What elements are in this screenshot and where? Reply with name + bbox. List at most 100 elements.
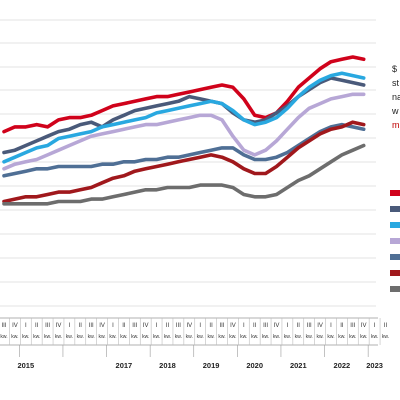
legend-swatch xyxy=(390,286,400,292)
legend-swatch xyxy=(390,238,400,244)
year-label: 2023 xyxy=(366,361,383,370)
year-label: 2015 xyxy=(17,361,34,370)
quarter-numeral: III xyxy=(350,323,355,329)
quarter-numeral: II xyxy=(209,323,213,329)
quarter-suffix: kw. xyxy=(66,334,73,340)
series-line-5 xyxy=(2,122,366,178)
quarter-numeral: I xyxy=(287,323,289,329)
side-note-line: $ xyxy=(392,64,398,74)
quarter-suffix: kw. xyxy=(175,334,182,340)
quarter-suffix: kw. xyxy=(382,334,389,340)
quarter-suffix: kw. xyxy=(349,334,356,340)
quarter-numeral: III xyxy=(45,323,50,329)
quarter-suffix: kw. xyxy=(44,334,51,340)
quarter-numeral: I xyxy=(243,323,245,329)
quarter-numeral: III xyxy=(1,323,6,329)
quarter-suffix: kw. xyxy=(218,334,225,340)
quarter-suffix: kw. xyxy=(98,334,105,340)
quarter-suffix: kw. xyxy=(327,334,334,340)
quarter-suffix: kw. xyxy=(251,334,258,340)
quarter-numeral: II xyxy=(166,323,170,329)
quarter-numeral: IV xyxy=(274,323,280,329)
quarter-numeral: III xyxy=(307,323,312,329)
quarter-numeral: IV xyxy=(186,323,192,329)
quarter-numeral: II xyxy=(122,323,126,329)
quarter-suffix: kw. xyxy=(207,334,214,340)
quarter-numeral: II xyxy=(79,323,83,329)
quarter-suffix: kw. xyxy=(295,334,302,340)
year-label: 2017 xyxy=(116,361,133,370)
quarter-suffix: kw. xyxy=(240,334,247,340)
side-note-line: m xyxy=(392,120,400,130)
quarter-suffix: kw. xyxy=(273,334,280,340)
quarter-numeral: II xyxy=(35,323,39,329)
quarter-suffix: kw. xyxy=(120,334,127,340)
legend-swatch xyxy=(390,254,400,260)
quarter-suffix: kw. xyxy=(197,334,204,340)
quarter-numeral: IV xyxy=(230,323,236,329)
quarter-numeral: III xyxy=(89,323,94,329)
quarter-numeral: I xyxy=(156,323,158,329)
quarter-suffix: kw. xyxy=(142,334,149,340)
quarter-suffix: kw. xyxy=(338,334,345,340)
quarter-suffix: kw. xyxy=(77,334,84,340)
quarter-suffix: kw. xyxy=(316,334,323,340)
quarter-numeral: IV xyxy=(317,323,323,329)
quarter-numeral: III xyxy=(263,323,268,329)
quarter-suffix: kw. xyxy=(88,334,95,340)
side-note-line: st xyxy=(392,78,400,88)
x-axis: IIIkw.IVkw.Ikw.IIkw.IIIkw.IVkw.Ikw.IIkw.… xyxy=(0,317,389,370)
series-line-3 xyxy=(2,71,366,164)
year-label: 2021 xyxy=(290,361,307,370)
quarter-numeral: II xyxy=(253,323,257,329)
legend-swatch xyxy=(390,190,400,196)
legend-swatch xyxy=(390,206,400,212)
series-line-6 xyxy=(2,120,366,204)
year-label: 2019 xyxy=(203,361,220,370)
quarter-numeral: I xyxy=(69,323,71,329)
series-line-7 xyxy=(2,143,366,206)
year-label: 2020 xyxy=(246,361,263,370)
quarter-numeral: II xyxy=(297,323,301,329)
quarter-suffix: kw. xyxy=(262,334,269,340)
quarter-suffix: kw. xyxy=(11,334,18,340)
gridlines xyxy=(0,19,376,307)
year-label: 2022 xyxy=(334,361,351,370)
quarter-numeral: IV xyxy=(361,323,367,329)
quarter-numeral: I xyxy=(25,323,27,329)
side-note-line: w xyxy=(392,106,399,116)
quarter-suffix: kw. xyxy=(360,334,367,340)
quarter-suffix: kw. xyxy=(22,334,29,340)
quarter-numeral: II xyxy=(340,323,344,329)
quarter-numeral: III xyxy=(219,323,224,329)
quarter-suffix: kw. xyxy=(33,334,40,340)
quarter-numeral: III xyxy=(132,323,137,329)
quarter-numeral: I xyxy=(330,323,332,329)
series-lines xyxy=(2,55,366,206)
quarter-suffix: kw. xyxy=(306,334,313,340)
quarter-numeral: I xyxy=(112,323,114,329)
series-line-4 xyxy=(2,92,366,171)
quarter-numeral: IV xyxy=(12,323,18,329)
quarter-numeral: IV xyxy=(56,323,62,329)
quarter-numeral: I xyxy=(374,323,376,329)
quarter-suffix: kw. xyxy=(0,334,7,340)
quarter-suffix: kw. xyxy=(164,334,171,340)
quarter-suffix: kw. xyxy=(186,334,193,340)
legend-swatch xyxy=(390,222,400,228)
quarter-numeral: I xyxy=(199,323,201,329)
quarter-numeral: III xyxy=(176,323,181,329)
quarter-numeral: IV xyxy=(143,323,149,329)
quarter-suffix: kw. xyxy=(131,334,138,340)
quarter-suffix: kw. xyxy=(55,334,62,340)
quarter-numeral: II xyxy=(384,323,388,329)
quarter-suffix: kw. xyxy=(284,334,291,340)
quarter-suffix: kw. xyxy=(153,334,160,340)
quarter-suffix: kw. xyxy=(109,334,116,340)
quarter-suffix: kw. xyxy=(229,334,236,340)
quarter-suffix: kw. xyxy=(371,334,378,340)
side-note-line: na xyxy=(392,92,400,102)
year-label: 2018 xyxy=(159,361,176,370)
legend-swatch xyxy=(390,270,400,276)
